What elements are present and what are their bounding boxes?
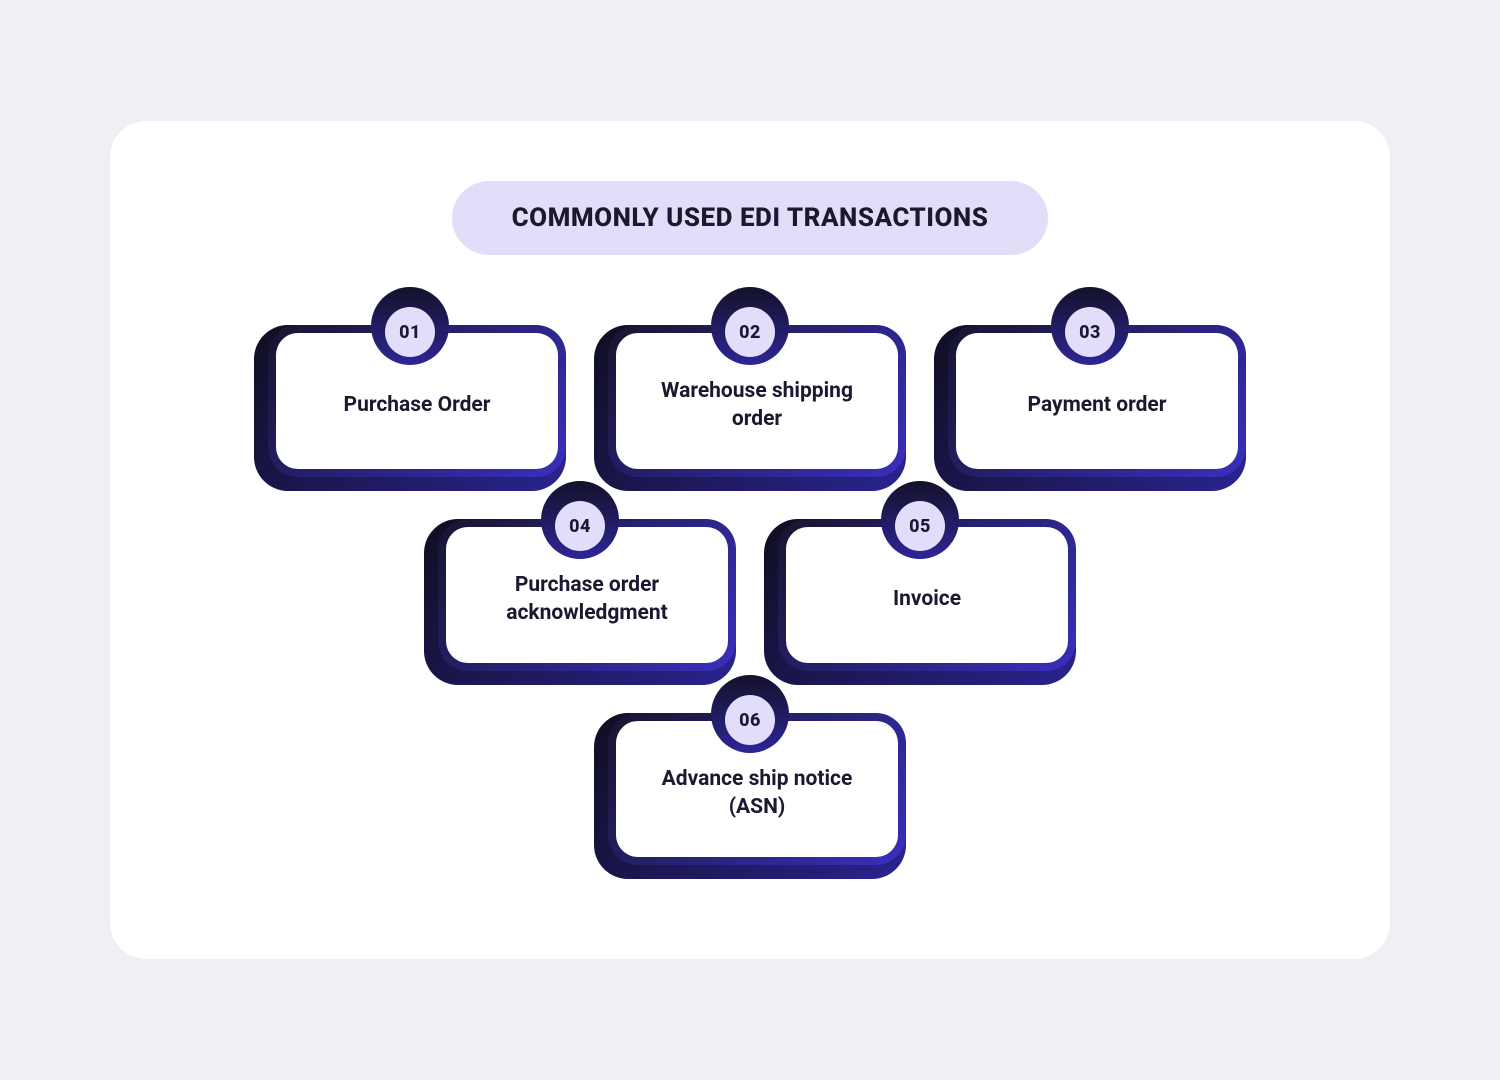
infographic-card: COMMONLY USED EDI TRANSACTIONS Purchase … — [110, 121, 1390, 959]
node-label: Advance ship notice (ASN) — [640, 765, 874, 822]
row-3: Advance ship notice (ASN) 06 — [594, 713, 906, 879]
node-label: Warehouse shipping order — [640, 377, 874, 434]
row-2: Purchase order acknowledgment 04 Invoice… — [424, 519, 1076, 685]
node-06: Advance ship notice (ASN) 06 — [594, 713, 906, 879]
badge-outer: 02 — [711, 287, 789, 365]
node-label: Payment order — [1028, 391, 1167, 419]
infographic-title: COMMONLY USED EDI TRANSACTIONS — [452, 181, 1049, 255]
badge-outer: 01 — [371, 287, 449, 365]
node-03: Payment order 03 — [934, 325, 1246, 491]
badge-outer: 03 — [1051, 287, 1129, 365]
node-05: Invoice 05 — [764, 519, 1076, 685]
badge-number: 01 — [385, 307, 435, 357]
badge-outer: 06 — [711, 675, 789, 753]
node-01: Purchase Order 01 — [254, 325, 566, 491]
badge-number: 04 — [555, 501, 605, 551]
node-label: Purchase Order — [344, 391, 491, 419]
badge-number: 05 — [895, 501, 945, 551]
node-04: Purchase order acknowledgment 04 — [424, 519, 736, 685]
node-02: Warehouse shipping order 02 — [594, 325, 906, 491]
badge-number: 02 — [725, 307, 775, 357]
badge-outer: 05 — [881, 481, 959, 559]
row-1: Purchase Order 01 Warehouse shipping ord… — [254, 325, 1246, 491]
node-label: Invoice — [893, 585, 961, 613]
badge-outer: 04 — [541, 481, 619, 559]
badge-number: 06 — [725, 695, 775, 745]
node-rows: Purchase Order 01 Warehouse shipping ord… — [170, 325, 1330, 879]
badge-number: 03 — [1065, 307, 1115, 357]
node-label: Purchase order acknowledgment — [470, 571, 704, 628]
